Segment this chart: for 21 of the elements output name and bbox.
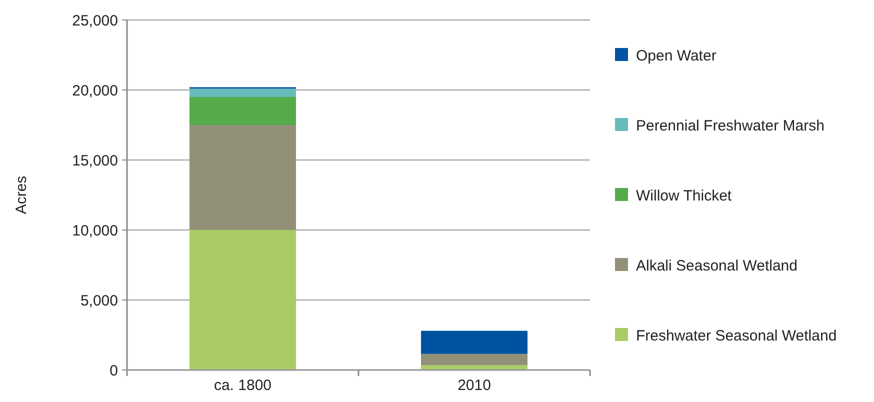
y-tick-label: 0 (110, 362, 118, 380)
legend-label: Open Water (636, 47, 716, 64)
x-tick-label: ca. 1800 (214, 377, 272, 394)
bar (190, 97, 296, 125)
legend-label: Perennial Freshwater Marsh (636, 117, 824, 134)
legend-label: Willow Thicket (636, 187, 732, 204)
bar (190, 230, 296, 370)
y-axis-title: Acres (13, 176, 30, 214)
bar (190, 88, 296, 97)
y-tick-label: 5,000 (80, 292, 118, 310)
bar (421, 354, 528, 366)
legend-label: Freshwater Seasonal Wetland (636, 327, 837, 344)
y-tick-label: 25,000 (72, 12, 118, 30)
bar (421, 365, 528, 370)
bar (190, 125, 296, 230)
x-tick-label: 2010 (458, 377, 491, 394)
y-tick-label: 20,000 (72, 82, 118, 100)
y-tick-label: 10,000 (72, 222, 118, 240)
y-tick-label: 15,000 (72, 152, 118, 170)
bar (421, 330, 528, 354)
legend-label: Alkali Seasonal Wetland (636, 257, 798, 274)
